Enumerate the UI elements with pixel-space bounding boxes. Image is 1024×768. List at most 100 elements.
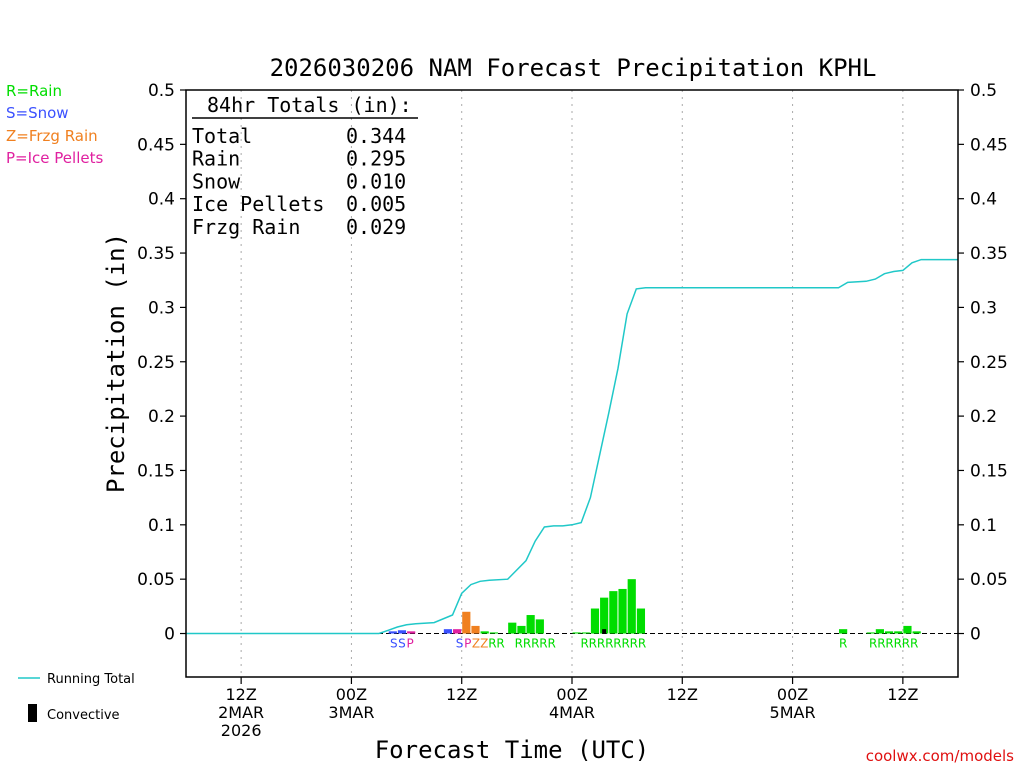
precip-type-letter: R xyxy=(547,637,555,651)
legend-ice-pellets: P=Ice Pellets xyxy=(6,149,103,167)
precip-bar xyxy=(517,625,526,634)
precip-bar xyxy=(839,629,848,634)
precip-type-letter: R xyxy=(613,637,621,651)
precip-type-letter: R xyxy=(902,637,910,651)
y-tick-label-right: 0.2 xyxy=(970,407,997,427)
y-tick-label-right: 0.4 xyxy=(970,190,997,210)
x-axis-label: Forecast Time (UTC) xyxy=(375,736,650,764)
totals-row-label: Total xyxy=(192,124,252,148)
precip-type-letter: R xyxy=(885,637,893,651)
precip-bar xyxy=(627,579,636,634)
x-tick-label: 2MAR xyxy=(218,703,264,722)
y-tick-label-left: 0.3 xyxy=(148,298,175,318)
precip-type-letter: R xyxy=(531,637,539,651)
precip-type-letter: R xyxy=(539,637,547,651)
precip-bar xyxy=(453,629,462,634)
credit-text: coolwx.com/models xyxy=(866,747,1014,765)
x-tick-label: 2026 xyxy=(221,721,262,740)
y-tick-label-right: 0.3 xyxy=(970,298,997,318)
totals-heading: 84hr Totals (in): xyxy=(207,93,412,117)
precip-type-letter: R xyxy=(580,637,588,651)
y-tick-label-right: 0.35 xyxy=(970,244,1008,264)
y-tick-label-left: 0.5 xyxy=(148,81,175,101)
totals-row-value: 0.010 xyxy=(346,169,406,193)
precip-bar xyxy=(636,608,646,634)
precip-type-letter: R xyxy=(839,637,847,651)
precip-bar xyxy=(609,591,618,634)
y-tick-label-left: 0.25 xyxy=(137,353,175,373)
precip-bar xyxy=(471,625,480,634)
y-tick-label-right: 0.15 xyxy=(970,461,1008,481)
y-tick-label-left: 0.35 xyxy=(137,244,175,264)
totals-row-value: 0.295 xyxy=(346,147,406,171)
totals-row-label: Rain xyxy=(192,147,240,171)
precip-type-letter: R xyxy=(869,637,877,651)
totals-row-label: Frzg Rain xyxy=(192,215,300,239)
precip-bar xyxy=(875,629,884,634)
precip-bar xyxy=(526,615,535,634)
running-total xyxy=(186,258,958,635)
x-tick-label: 12Z xyxy=(225,685,256,704)
precip-type-letter: R xyxy=(894,637,902,651)
x-tick-label: 12Z xyxy=(667,685,698,704)
precip-type-letter: R xyxy=(638,637,646,651)
precip-bar xyxy=(508,622,517,634)
precip-bar xyxy=(590,608,600,634)
precip-bar xyxy=(443,629,453,634)
precip-type-letter: R xyxy=(630,637,638,651)
precip-type-letter: R xyxy=(589,637,597,651)
precip-bar xyxy=(462,611,471,634)
precip-bar xyxy=(884,631,894,634)
precip-type-letter: P xyxy=(407,637,414,651)
precip-bar xyxy=(600,597,609,634)
precip-bar xyxy=(489,632,498,634)
precip-type-letter: R xyxy=(488,637,496,651)
y-tick-label-right: 0.05 xyxy=(970,570,1008,590)
y-tick-label-right: 0.5 xyxy=(970,81,997,101)
x-tick-label: 12Z xyxy=(446,685,477,704)
x-tick-label: 00Z xyxy=(336,685,367,704)
totals-row-label: Ice Pellets xyxy=(192,192,324,216)
precip-type-letter: Z xyxy=(472,637,480,651)
precip-type-letter: R xyxy=(523,637,531,651)
convective-swatch xyxy=(28,704,37,722)
convective-bar xyxy=(602,629,607,634)
precip-type-letter: R xyxy=(515,637,523,651)
precip-type-letter: R xyxy=(597,637,605,651)
convective-label: Convective xyxy=(47,708,120,723)
precip-type-letter: S xyxy=(390,637,398,651)
y-tick-label-left: 0.1 xyxy=(148,516,175,536)
x-tick-label: 3MAR xyxy=(328,703,374,722)
running-total-label: Running Total xyxy=(47,672,135,687)
x-tick-label: 00Z xyxy=(777,685,808,704)
precip-bar xyxy=(535,619,544,634)
precip-bar xyxy=(572,632,581,634)
precip-bar xyxy=(388,631,397,634)
precip-bar xyxy=(912,631,921,634)
y-tick-label-left: 0.4 xyxy=(148,190,175,210)
precip-bar xyxy=(397,630,407,634)
totals-row-value: 0.005 xyxy=(346,192,406,216)
bottom-legend: Running Total Convective xyxy=(18,672,135,723)
axes: 0 0 0.05 0.05 0.1 0.1 0.15 0.15 0.2 0.2 0.25 0.25 0.… xyxy=(137,81,1008,740)
precip-bar xyxy=(866,632,875,634)
precip-type-letter: Z xyxy=(480,637,488,651)
y-tick-label-left: 0.05 xyxy=(137,570,175,590)
legend-rain: R=Rain xyxy=(6,82,62,100)
running-total-line xyxy=(186,258,958,635)
precip-bar xyxy=(894,631,903,634)
chart-title: 2026030206 NAM Forecast Precipitation KP… xyxy=(270,54,877,82)
precip-type-letter: S xyxy=(398,637,406,651)
y-tick-label-right: 0.25 xyxy=(970,353,1008,373)
x-tick-label: 12Z xyxy=(887,685,918,704)
plot-frame-bg xyxy=(186,90,958,677)
type-legend: R=Rain S=Snow Z=Frzg Rain P=Ice Pellets xyxy=(6,82,103,167)
y-tick-label-left: 0 xyxy=(164,625,175,645)
precip-type-letter: R xyxy=(621,637,629,651)
precip-bars xyxy=(388,579,921,634)
y-tick-label-right: 0.1 xyxy=(970,516,997,536)
precip-type-letter: R xyxy=(877,637,885,651)
precip-type-letter: P xyxy=(464,637,471,651)
